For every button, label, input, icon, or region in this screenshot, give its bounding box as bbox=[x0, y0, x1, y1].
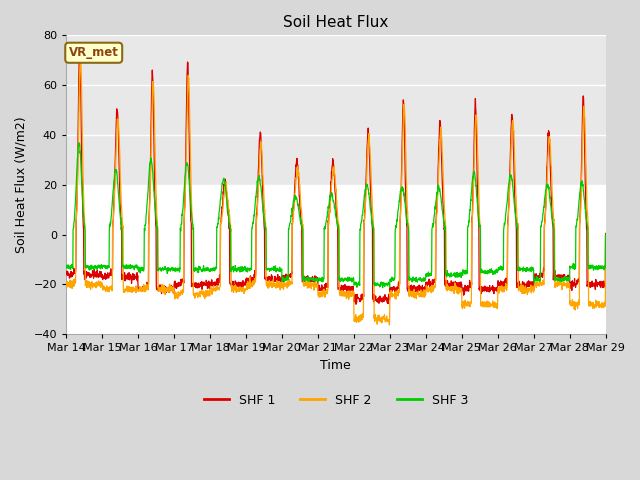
Legend: SHF 1, SHF 2, SHF 3: SHF 1, SHF 2, SHF 3 bbox=[199, 389, 473, 411]
Text: VR_met: VR_met bbox=[68, 46, 118, 59]
X-axis label: Time: Time bbox=[321, 359, 351, 372]
Y-axis label: Soil Heat Flux (W/m2): Soil Heat Flux (W/m2) bbox=[15, 117, 28, 253]
Bar bbox=[66, 36, 605, 185]
Title: Soil Heat Flux: Soil Heat Flux bbox=[283, 15, 388, 30]
